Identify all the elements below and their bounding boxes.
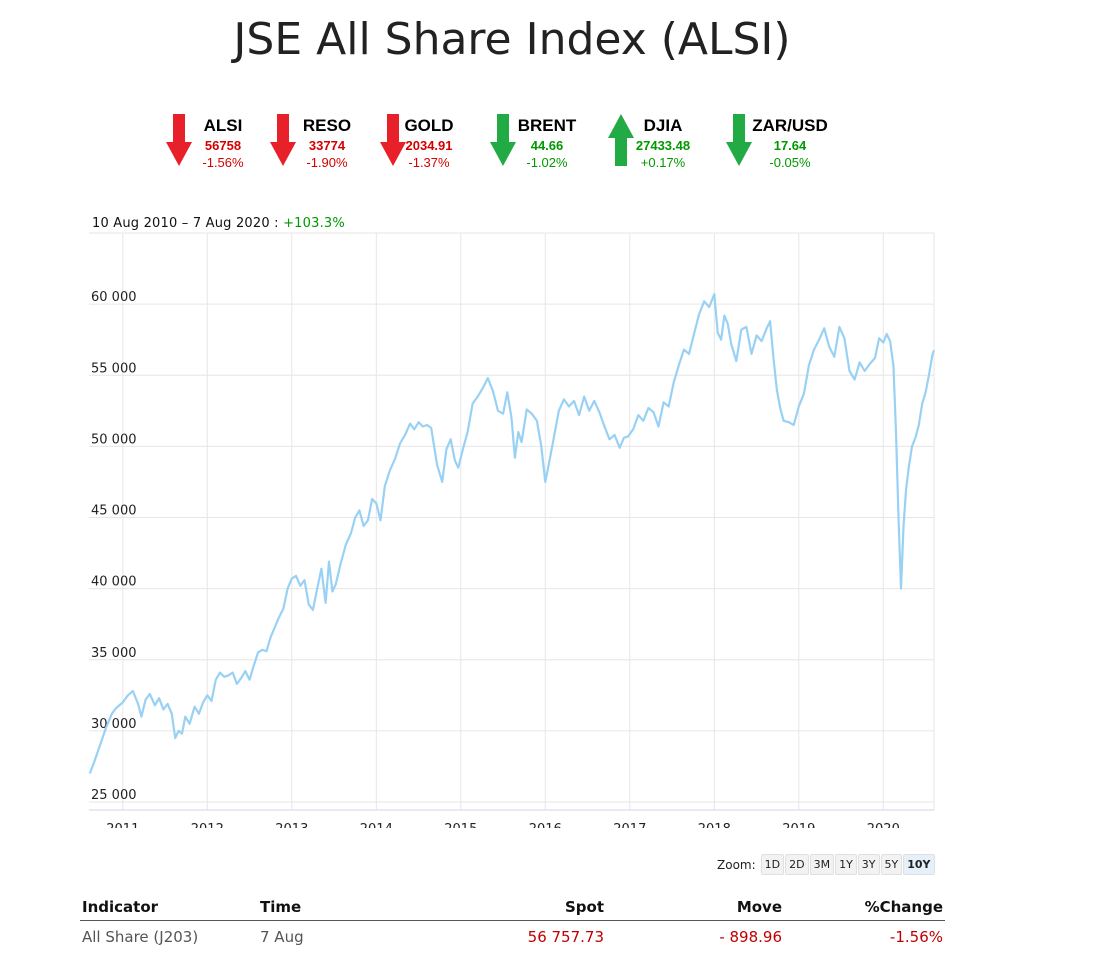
x-tick-label: 2014 [360, 822, 393, 828]
ticker-name: RESO [302, 116, 352, 135]
zoom-10y-button[interactable]: 10Y [903, 854, 935, 875]
arrow-down-icon [380, 114, 406, 166]
cell-indicator: All Share (J203) [82, 928, 199, 946]
arrow-up-icon [608, 114, 634, 166]
cell-move: - 898.96 [719, 928, 782, 946]
ticker-change: -0.05% [769, 155, 811, 170]
range-dates: 10 Aug 2010 – 7 Aug 2020 [92, 216, 270, 231]
ticker-name: ZAR/USD [752, 116, 828, 135]
zoom-controls: Zoom: 1D 2D 3M 1Y 3Y 5Y 10Y [717, 854, 935, 875]
alsi-line-chart[interactable]: 25 000 30 000 35 000 40 000 45 000 50 000 55 0… [0, 228, 1114, 828]
arrow-down-icon [270, 114, 296, 166]
table-row[interactable]: All Share (J203) 7 Aug 56 757.73 - 898.9… [80, 921, 945, 949]
y-tick-label: 55 000 [91, 361, 137, 376]
y-tick-label: 50 000 [91, 432, 137, 447]
cell-spot: 56 757.73 [527, 928, 604, 946]
ticker-value: 44.66 [530, 138, 564, 153]
ticker-change: -1.37% [408, 155, 450, 170]
zoom-2d-button[interactable]: 2D [785, 854, 809, 875]
page-title: JSE All Share Index (ALSI) [233, 14, 791, 65]
x-tick-label: 2011 [106, 822, 139, 828]
ticker-change: -1.02% [526, 155, 568, 170]
zoom-label: Zoom: [717, 857, 756, 872]
x-tick-label: 2012 [191, 822, 224, 828]
ticker-value: 33774 [308, 138, 346, 153]
x-tick-label: 2015 [444, 822, 477, 828]
header-spot: Spot [412, 894, 606, 921]
arrow-down-icon [166, 114, 192, 166]
x-tick-label: 2013 [275, 822, 308, 828]
ticker-reso[interactable]: RESO 33774 -1.90% [270, 112, 380, 176]
ticker-name: BRENT [517, 116, 577, 135]
ticker-name: DJIA [643, 116, 683, 135]
header-time: Time [258, 894, 412, 921]
ticker-name: ALSI [203, 116, 243, 135]
ticker-brent[interactable]: BRENT 44.66 -1.02% [490, 112, 600, 176]
x-tick-label: 2018 [698, 822, 731, 828]
cell-pct-change: -1.56% [889, 928, 943, 946]
ticker-name: GOLD [404, 116, 454, 135]
zoom-5y-button[interactable]: 5Y [880, 854, 903, 875]
ticker-zar-usd[interactable]: ZAR/USD 17.64 -0.05% [726, 112, 836, 176]
table-header-row: Indicator Time Spot Move %Change [80, 894, 945, 921]
ticker-value: 27433.48 [635, 138, 691, 153]
ticker-djia[interactable]: DJIA 27433.48 +0.17% [608, 112, 718, 176]
x-tick-label: 2020 [867, 822, 900, 828]
indicator-table: Indicator Time Spot Move %Change All Sha… [80, 894, 945, 948]
y-tick-label: 25 000 [91, 788, 137, 803]
ticker-gold[interactable]: GOLD 2034.91 -1.37% [380, 112, 490, 176]
header-move: Move [606, 894, 784, 921]
zoom-3m-button[interactable]: 3M [809, 854, 835, 875]
y-tick-label: 45 000 [91, 504, 137, 519]
y-tick-label: 60 000 [91, 290, 137, 305]
zoom-3y-button[interactable]: 3Y [857, 854, 880, 875]
range-summary: 10 Aug 2010 – 7 Aug 2020 : +103.3% [92, 216, 345, 231]
x-tick-label: 2019 [782, 822, 815, 828]
arrow-down-icon [490, 114, 516, 166]
cell-time: 7 Aug [260, 928, 304, 946]
ticker-alsi[interactable]: ALSI 56758 -1.56% [166, 112, 276, 176]
ticker-change: -1.90% [306, 155, 348, 170]
y-tick-label: 35 000 [91, 646, 137, 661]
zoom-1y-button[interactable]: 1Y [835, 854, 857, 875]
ticker-value: 17.64 [773, 138, 807, 153]
y-tick-label: 40 000 [91, 575, 137, 590]
header-pct-change: %Change [784, 894, 945, 921]
y-axis-labels: 25 000 30 000 35 000 40 000 45 000 50 000 55 0… [91, 290, 137, 803]
chart-grid [89, 232, 935, 810]
ticker-value: 2034.91 [405, 138, 453, 153]
y-tick-label: 30 000 [91, 717, 137, 732]
range-separator: : [269, 216, 284, 231]
header-indicator: Indicator [80, 894, 258, 921]
zoom-1d-button[interactable]: 1D [760, 854, 785, 875]
x-tick-label: 2017 [613, 822, 646, 828]
range-change: +103.3% [283, 216, 345, 231]
ticker-value: 56758 [204, 138, 242, 153]
ticker-change: +0.17% [640, 155, 686, 170]
x-axis-labels: 2011 2012 2013 2014 2015 2016 2017 2018 2019 2020 [106, 822, 900, 828]
x-tick-label: 2016 [529, 822, 562, 828]
alsi-series-line [88, 293, 936, 774]
ticker-change: -1.56% [202, 155, 244, 170]
arrow-down-icon [726, 114, 752, 166]
